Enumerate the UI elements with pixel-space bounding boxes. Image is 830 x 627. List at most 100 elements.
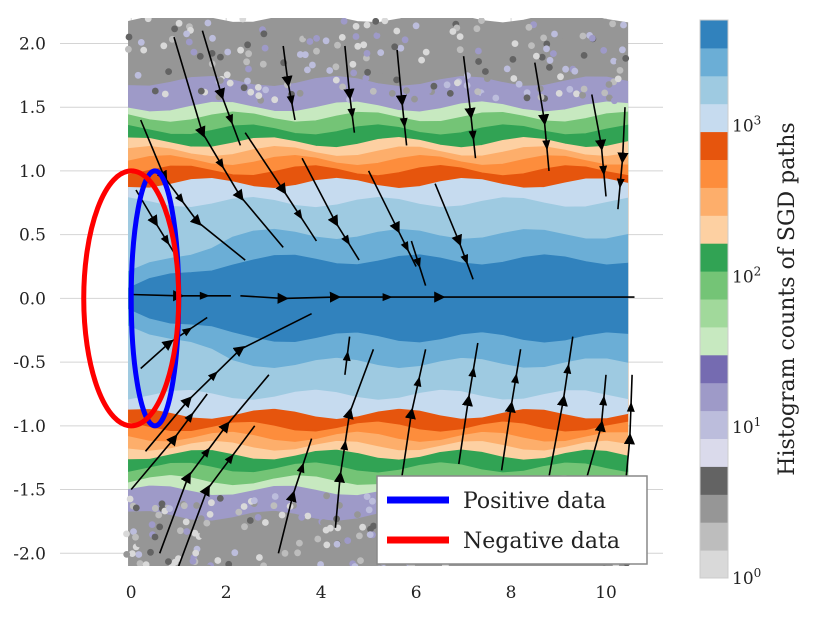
hex-cell bbox=[216, 495, 224, 502]
hex-cell bbox=[139, 568, 146, 575]
hex-cell bbox=[378, 87, 386, 94]
hex-cell bbox=[538, 53, 546, 61]
streamline-arrow bbox=[400, 241, 409, 252]
hex-cell bbox=[209, 34, 216, 42]
hex-cell bbox=[185, 38, 193, 46]
hex-cell bbox=[180, 502, 188, 510]
hex-cell bbox=[339, 83, 346, 91]
hex-cell bbox=[579, 91, 586, 99]
hex-cell bbox=[156, 523, 164, 531]
hex-cell bbox=[294, 549, 301, 557]
x-tick-label: 10 bbox=[595, 583, 617, 603]
hex-cell bbox=[375, 567, 382, 574]
hex-cell bbox=[165, 558, 172, 565]
hex-cell bbox=[260, 30, 268, 38]
hex-cell bbox=[555, 90, 563, 97]
hex-cell bbox=[254, 84, 262, 91]
streamline-arrow bbox=[207, 371, 218, 382]
hex-cell bbox=[381, 18, 389, 25]
y-tick-label: 2.0 bbox=[19, 34, 46, 54]
hex-cell bbox=[525, 23, 533, 31]
streamline-6 bbox=[591, 94, 607, 197]
hex-cell bbox=[304, 512, 312, 520]
streamline-22 bbox=[177, 425, 256, 566]
hex-cell bbox=[359, 523, 366, 531]
hex-cell bbox=[456, 568, 463, 575]
hex-cell bbox=[362, 74, 370, 82]
colorbar-segment bbox=[700, 522, 728, 551]
hex-cell bbox=[334, 41, 341, 49]
hex-cell bbox=[619, 46, 626, 54]
hex-cell bbox=[124, 45, 132, 53]
hex-cell bbox=[276, 47, 284, 55]
hex-cell bbox=[260, 562, 267, 566]
hex-cell bbox=[344, 537, 352, 544]
hex-cell bbox=[350, 69, 358, 77]
y-tick-label: -1.5 bbox=[13, 481, 46, 501]
hex-cell bbox=[377, 49, 385, 56]
hex-cell bbox=[204, 19, 212, 27]
hex-cell bbox=[375, 26, 383, 34]
streamline-arrow bbox=[160, 234, 170, 246]
streamline-arrow bbox=[563, 363, 572, 375]
hex-cell bbox=[262, 519, 269, 526]
hex-cell bbox=[181, 535, 189, 543]
hex-cell bbox=[365, 506, 373, 514]
hex-cell bbox=[123, 551, 131, 558]
hex-cell bbox=[511, 40, 519, 47]
hex-cell bbox=[411, 95, 418, 103]
colorbar-segment bbox=[700, 187, 728, 216]
hex-cell bbox=[601, 89, 609, 97]
hex-cell bbox=[562, 65, 569, 73]
hex-cell bbox=[478, 18, 485, 24]
hex-cell bbox=[456, 46, 464, 54]
streamlines bbox=[130, 30, 636, 566]
streamline-arrow bbox=[174, 193, 185, 204]
hex-cell bbox=[217, 53, 224, 61]
streamline-arrow bbox=[616, 178, 625, 189]
streamline-arrow bbox=[599, 395, 608, 406]
hex-cell bbox=[271, 96, 279, 104]
hex-cell bbox=[616, 67, 624, 74]
streamline-arrow bbox=[225, 113, 233, 125]
hex-cell bbox=[256, 554, 263, 561]
streamline-7 bbox=[617, 107, 629, 210]
hex-cell bbox=[397, 44, 405, 52]
hex-cell bbox=[611, 97, 618, 105]
hex-cell bbox=[369, 497, 376, 505]
streamline-arrow bbox=[626, 401, 635, 412]
hex-cell bbox=[148, 521, 156, 528]
axis-ticks: 0 2 4 6 8 10 -2.0 -1.5 -1.0 -0.5 0.0 0.5 1.0 1.5 2.0 bbox=[13, 34, 617, 603]
streamline-4 bbox=[462, 56, 477, 159]
hex-cell bbox=[540, 34, 547, 42]
hex-cell bbox=[600, 47, 608, 54]
hex-cell bbox=[147, 548, 154, 556]
hex-cell bbox=[135, 551, 143, 558]
hex-cell bbox=[140, 46, 148, 54]
streamline-23 bbox=[277, 438, 313, 554]
hex-cell bbox=[388, 90, 396, 97]
hex-cell bbox=[323, 541, 331, 549]
hex-cell bbox=[192, 549, 200, 557]
hex-cell bbox=[364, 568, 371, 575]
colorbar-segment bbox=[700, 271, 728, 300]
colorbar-segment bbox=[700, 438, 728, 467]
hex-cell bbox=[240, 84, 248, 92]
hex-cell bbox=[301, 51, 309, 59]
hex-cell bbox=[274, 37, 282, 45]
colorbar-segment bbox=[700, 243, 728, 272]
colorbar-segment bbox=[700, 159, 728, 188]
colorbar-segment bbox=[700, 410, 728, 439]
hex-cell bbox=[609, 20, 616, 28]
hex-cell bbox=[250, 497, 258, 505]
hex-cell bbox=[200, 61, 208, 69]
y-tick-label: -1.0 bbox=[13, 417, 46, 437]
hex-cell bbox=[244, 41, 252, 49]
hex-cell bbox=[363, 21, 371, 29]
hex-cell bbox=[602, 565, 606, 566]
colorbar-tick-label: 100 bbox=[732, 566, 761, 589]
hex-cell bbox=[177, 527, 184, 535]
hex-cell bbox=[475, 47, 482, 55]
hex-cell bbox=[338, 34, 346, 41]
